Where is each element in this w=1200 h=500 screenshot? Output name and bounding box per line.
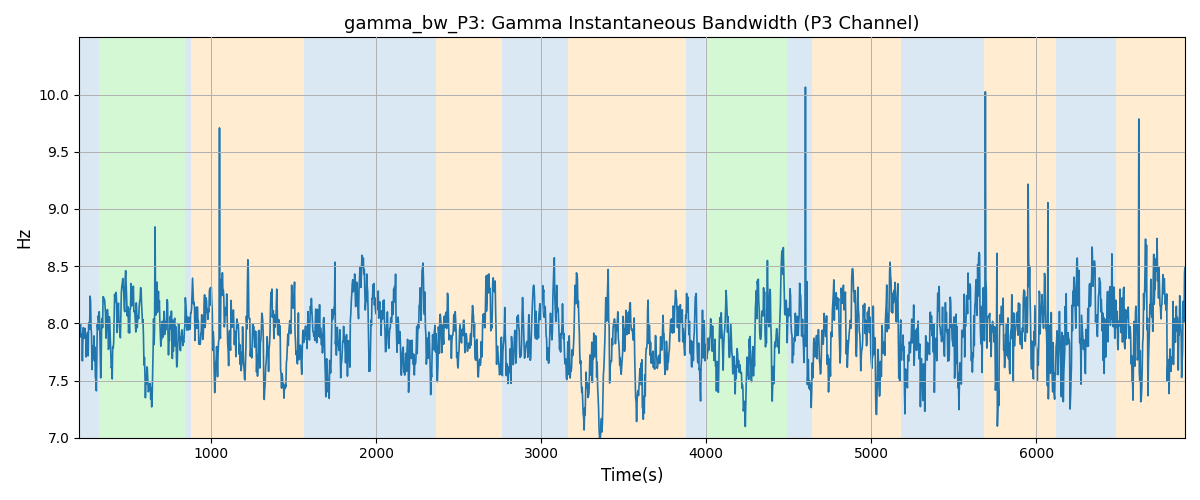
Bar bbox=[185, 38, 191, 438]
X-axis label: Time(s): Time(s) bbox=[601, 467, 664, 485]
Bar bbox=[191, 38, 304, 438]
Title: gamma_bw_P3: Gamma Instantaneous Bandwidth (P3 Channel): gamma_bw_P3: Gamma Instantaneous Bandwid… bbox=[344, 15, 919, 34]
Y-axis label: Hz: Hz bbox=[14, 227, 32, 248]
Bar bbox=[686, 38, 704, 438]
Bar bbox=[787, 38, 812, 438]
Bar bbox=[568, 38, 686, 438]
Bar bbox=[98, 38, 185, 438]
Bar bbox=[901, 38, 984, 438]
Bar bbox=[502, 38, 568, 438]
Bar bbox=[812, 38, 901, 438]
Bar bbox=[79, 38, 98, 438]
Bar bbox=[304, 38, 436, 438]
Bar bbox=[984, 38, 1056, 438]
Bar bbox=[1056, 38, 1116, 438]
Bar bbox=[436, 38, 502, 438]
Bar bbox=[704, 38, 787, 438]
Bar bbox=[1116, 38, 1184, 438]
